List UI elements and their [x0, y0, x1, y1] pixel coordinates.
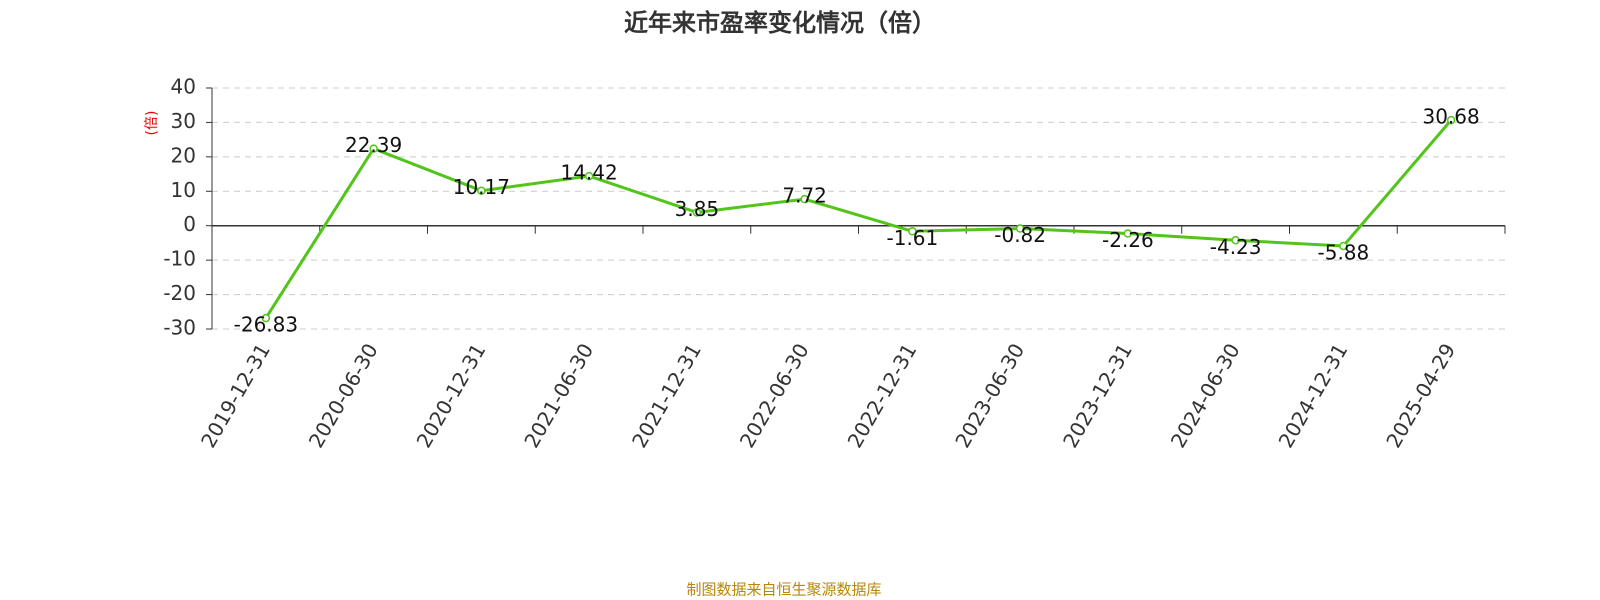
data-label: 7.72	[782, 184, 827, 208]
point	[477, 186, 486, 195]
data-label: -0.82	[994, 223, 1046, 247]
y-tick-label: -10	[163, 247, 196, 271]
chart-title: 近年来市盈率变化情况（倍）	[624, 9, 936, 37]
source-note: 制图数据来自恒生聚源数据库	[686, 581, 881, 599]
y-tick-label: 20	[171, 143, 196, 167]
point	[1015, 224, 1025, 233]
data-label: -4.23	[1210, 235, 1262, 259]
x-tick-label: 2022-12-31	[843, 339, 922, 452]
data-label: 30.68	[1422, 105, 1479, 129]
point	[369, 144, 378, 153]
data-label: -5.88	[1318, 240, 1370, 264]
data-label: -26.83	[234, 313, 298, 337]
point	[692, 208, 702, 217]
data-label: 3.85	[675, 197, 720, 221]
point	[1339, 241, 1348, 251]
data-label: 14.42	[560, 161, 617, 185]
y-tick-label: 40	[171, 75, 196, 99]
data-label: -2.26	[1102, 228, 1154, 252]
data-label: 22.39	[345, 133, 402, 157]
point	[261, 313, 271, 323]
y-tick-label: 10	[171, 178, 196, 202]
x-tick-label: 2021-06-30	[519, 339, 598, 452]
x-tick-label: 2025-04-29	[1381, 339, 1460, 452]
point	[1446, 115, 1456, 125]
x-tick-label: 2019-12-31	[196, 339, 275, 452]
x-tick-label: 2020-12-31	[412, 339, 491, 452]
point	[1123, 229, 1133, 238]
y-tick-label: 30	[171, 109, 196, 133]
point	[1231, 236, 1240, 245]
x-tick-label: 2021-12-31	[627, 339, 706, 452]
x-tick-label: 2022-06-30	[735, 339, 814, 452]
x-tick-label: 2024-06-30	[1166, 339, 1245, 452]
point	[908, 227, 917, 236]
x-tick-label: 2024-12-31	[1274, 339, 1353, 452]
point	[800, 194, 809, 204]
y-axis-label: (倍)	[144, 111, 160, 136]
point	[584, 171, 594, 181]
y-tick-label: -20	[163, 281, 196, 305]
x-tick-label: 2020-06-30	[304, 339, 383, 452]
x-tick-label: 2023-12-31	[1058, 339, 1137, 452]
y-tick-label: -30	[163, 316, 196, 340]
data-label: -1.61	[887, 226, 939, 250]
y-tick-label: 0	[183, 212, 196, 236]
line	[264, 119, 1453, 319]
x-tick-label: 2023-06-30	[950, 339, 1029, 452]
data-label: 10.17	[453, 175, 510, 199]
